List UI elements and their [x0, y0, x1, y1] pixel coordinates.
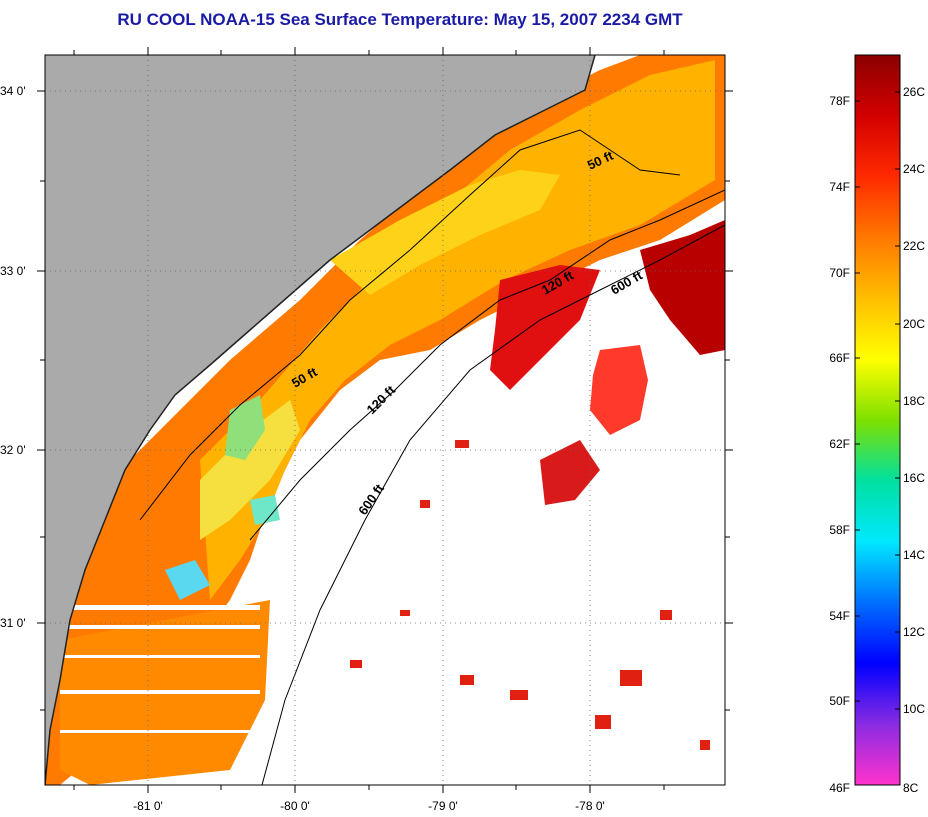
gulf-stream-patch-south — [540, 440, 600, 505]
isobath-120-line — [249, 189, 725, 541]
lat-label-31: 31 0' — [0, 616, 26, 630]
colorbar-f-label: 50F — [829, 694, 850, 708]
sst-yellow-patch-south — [200, 400, 300, 540]
map-frame — [44, 54, 726, 786]
colorbar-c-label: 24C — [903, 162, 925, 176]
colorbar-fahrenheit-ticks — [855, 100, 860, 786]
lon-label-79: -79 0' — [428, 799, 458, 813]
colorbar-f-label: 54F — [829, 609, 850, 623]
map-layers: 50 ft 50 ft 120 ft 120 ft 600 ft 600 ft — [45, 55, 725, 785]
lon-label-78: -78 0' — [575, 799, 605, 813]
gulf-stream-patch-east — [640, 220, 725, 355]
colorbar-c-label: 18C — [903, 394, 925, 408]
colorbar-c-label: 14C — [903, 548, 925, 562]
lat-label-34: 34 0' — [0, 84, 26, 98]
colorbar-gradient — [854, 54, 901, 786]
colorbar-c-label: 20C — [903, 317, 925, 331]
coastline — [45, 55, 596, 785]
offshore-speckles — [350, 440, 710, 750]
sst-coastal-band-inner — [200, 60, 715, 600]
colorbar-c-label: 8C — [903, 781, 919, 795]
colorbar-f-label: 66F — [829, 351, 850, 365]
land-mass — [45, 55, 595, 785]
sst-cyan-patch — [165, 560, 210, 600]
gulf-stream-patch-blob — [590, 345, 648, 435]
southern-stripes — [60, 605, 260, 733]
colorbar-f-label: 46F — [829, 781, 850, 795]
map-grid — [45, 55, 725, 785]
sst-green-patch — [225, 395, 265, 460]
sst-cyan-patch-2 — [250, 495, 280, 525]
colorbar-c-label: 16C — [903, 471, 925, 485]
gulf-stream-patch-central — [490, 265, 600, 390]
sst-yellow-patch — [330, 170, 560, 295]
map-ticks — [37, 47, 733, 793]
isobath-600-line — [261, 224, 725, 785]
lon-label-80: -80 0' — [280, 799, 310, 813]
colorbar-f-label: 74F — [829, 180, 850, 194]
colorbar-f-label: 58F — [829, 523, 850, 537]
lat-label-33: 33 0' — [0, 264, 26, 278]
colorbar-f-label: 78F — [829, 94, 850, 108]
colorbar-f-label: 62F — [829, 437, 850, 451]
colorbar-f-label: 70F — [829, 266, 850, 280]
lon-label-81: -81 0' — [133, 799, 163, 813]
colorbar-c-label: 26C — [903, 85, 925, 99]
colorbar-c-label: 22C — [903, 239, 925, 253]
isobath-50-line — [139, 129, 681, 521]
colorbar-celsius-ticks — [895, 91, 900, 786]
colorbar-c-label: 10C — [903, 702, 925, 716]
lat-label-32: 32 0' — [0, 443, 26, 457]
colorbar-c-label: 12C — [903, 625, 925, 639]
map-title: RU COOL NOAA-15 Sea Surface Temperature:… — [117, 10, 683, 29]
